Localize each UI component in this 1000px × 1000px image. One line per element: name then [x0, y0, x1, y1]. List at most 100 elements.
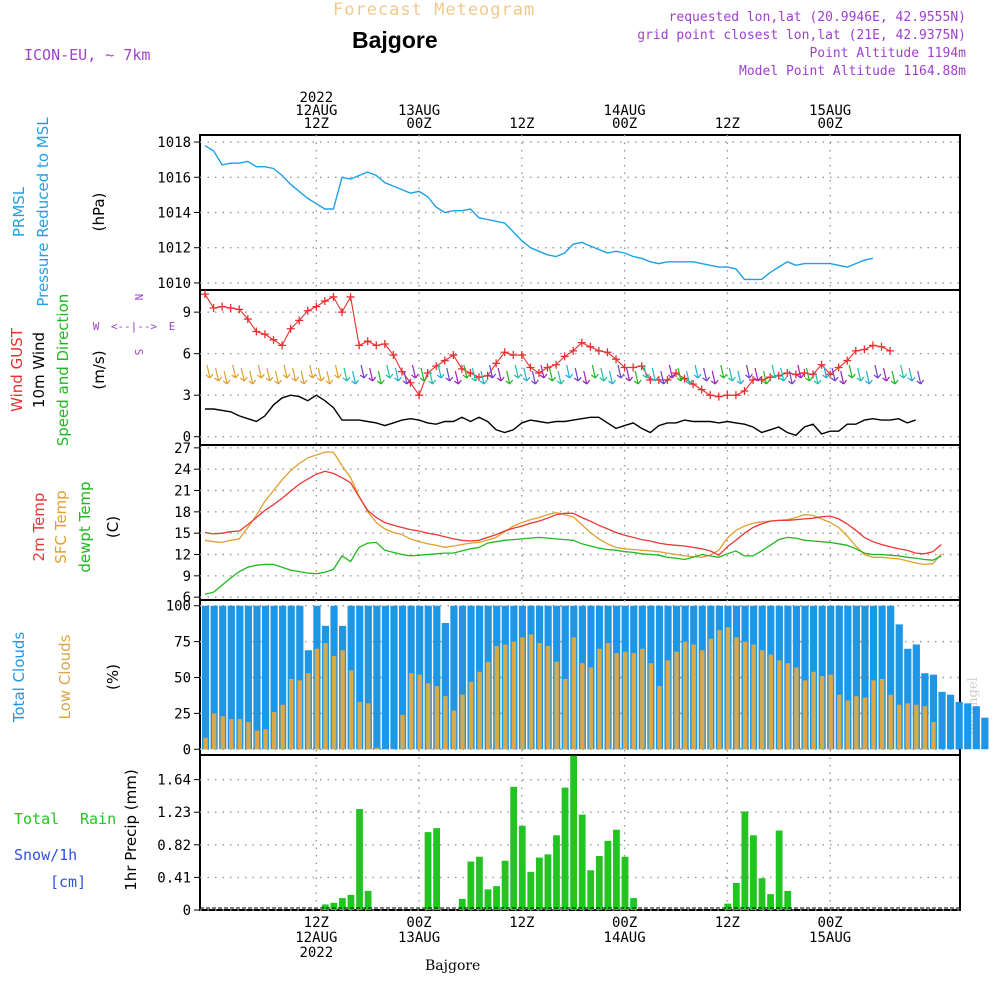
rain-bar: [484, 889, 492, 910]
low-cloud-bar: [503, 644, 508, 750]
rain-bar: [578, 814, 586, 910]
gust-marker: [338, 308, 347, 317]
total-cloud-bar: [390, 605, 398, 750]
model-label: ICON-EU, ~ 7km: [24, 46, 151, 64]
wind-arrow: [839, 370, 848, 385]
gust-marker: [517, 351, 526, 360]
rain-bar: [476, 856, 483, 910]
total-cloud-bar: [433, 605, 441, 750]
y-tick-label: 12: [174, 547, 191, 563]
wind-arrow: [659, 370, 668, 385]
total-cloud-bar: [296, 605, 304, 750]
rain-label-total: Total: [14, 810, 59, 828]
low-cloud-bar: [537, 643, 542, 750]
wind-arrow: [539, 364, 548, 379]
wind-arrow: [650, 367, 659, 382]
temp2m-line: [204, 470, 942, 556]
total-cloud-bar: [467, 605, 475, 750]
total-cloud-bar: [398, 605, 407, 750]
y-tick-label: 0.82: [157, 838, 191, 854]
wind-arrow: [873, 364, 882, 379]
gust-marker: [714, 392, 723, 401]
gust-marker: [415, 391, 424, 400]
total-cloud-bar: [655, 605, 664, 750]
low-cloud-bar: [408, 673, 414, 750]
rain-bar: [553, 835, 560, 910]
low-cloud-bar: [819, 676, 825, 750]
wind-arrow: [753, 367, 762, 382]
wind-arrow: [779, 367, 788, 382]
gust-marker: [543, 363, 552, 372]
bottom-time-label: 12Z: [715, 915, 740, 931]
wind-arrow: [745, 364, 753, 379]
total-cloud-bar: [270, 605, 278, 750]
wind-arrow: [890, 370, 899, 385]
low-cloud-bar: [237, 719, 243, 750]
snow-unit-label: [cm]: [50, 873, 86, 891]
low-cloud-bar: [914, 704, 919, 750]
wind-arrow: [770, 364, 779, 379]
wind-arrow: [488, 364, 497, 379]
wind-arrow: [590, 364, 599, 379]
gust-marker: [603, 348, 612, 357]
gust-marker: [620, 363, 629, 372]
total-cloud-bar: [964, 703, 972, 750]
low-cloud-bar: [477, 671, 482, 750]
low-cloud-bar: [494, 645, 499, 750]
gust-marker: [817, 360, 826, 369]
top-time-label: 00Z: [817, 116, 842, 132]
rain-bar: [595, 855, 603, 910]
gust-marker: [500, 348, 509, 357]
grid-point-coords: grid point closest lon,lat (21E, 42.9375…: [637, 28, 966, 43]
wind-arrow: [899, 364, 908, 379]
wind-arrow: [573, 367, 582, 382]
bottom-time-label: 12Z: [304, 915, 329, 931]
low-cloud-bar: [760, 650, 765, 750]
total-cloud-bar: [210, 605, 218, 750]
low-cloud-bar: [665, 660, 671, 750]
low-cloud-bar: [511, 641, 517, 750]
gust-marker: [286, 324, 295, 333]
low-cloud-bar: [879, 678, 885, 750]
pressure-unit-label: (hPa): [90, 193, 108, 232]
rain-bar: [741, 811, 749, 910]
temp2m-label: 2m Temp: [30, 493, 48, 562]
gust-marker: [706, 391, 715, 400]
total-cloud-bar: [878, 605, 886, 750]
rain-bar: [784, 890, 792, 910]
gust-marker: [526, 363, 535, 372]
total-cloud-bar: [450, 605, 458, 750]
rain-bar: [535, 857, 543, 910]
gust-marker: [843, 356, 852, 365]
low-cloud-bar: [751, 644, 756, 750]
low-cloud-bar: [794, 667, 799, 750]
wind-arrow: [239, 367, 248, 382]
low-cloud-bar: [323, 643, 328, 750]
y-tick-label: 50: [174, 671, 191, 687]
wind-arrow: [385, 364, 394, 379]
low-cloud-bar: [597, 648, 602, 750]
gust-marker: [243, 315, 252, 324]
total-cloud-bar: [929, 674, 938, 750]
y-tick-label: 18: [174, 505, 191, 521]
gust-marker: [346, 292, 355, 301]
bottom-time-label: 12AUG: [295, 930, 337, 946]
low-cloud-bar: [631, 653, 636, 750]
gust-marker: [834, 363, 843, 372]
gust-marker: [440, 356, 449, 365]
model-point-altitude: Model Point Altitude 1164.88m: [739, 64, 966, 79]
pressure-label: PRMSL: [10, 186, 28, 237]
low-cloud-bar: [554, 661, 559, 750]
gust-marker: [663, 375, 672, 384]
rain-bar: [458, 898, 466, 910]
wind-arrow: [813, 370, 822, 385]
rain-bar: [544, 854, 552, 910]
low-cloud-bar: [862, 697, 868, 750]
total-cloud-bar: [938, 691, 946, 750]
y-tick-label: 1010: [157, 276, 191, 292]
gust-marker: [218, 302, 227, 311]
point-altitude: Point Altitude 1194m: [809, 46, 966, 61]
top-time-label: 2022: [299, 90, 333, 106]
y-tick-label: 6: [183, 347, 191, 363]
total-cloud-bar: [912, 644, 920, 750]
